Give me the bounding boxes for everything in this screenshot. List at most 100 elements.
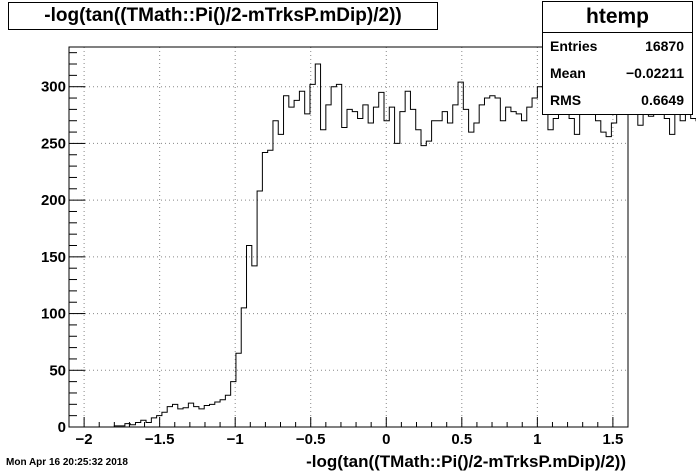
histogram-bin <box>326 105 331 427</box>
histogram-bin <box>654 109 659 427</box>
histogram-bin <box>315 64 320 427</box>
histogram-bin <box>257 191 262 427</box>
histogram-bin <box>659 114 664 427</box>
histogram-bin <box>410 109 415 427</box>
histogram-bin <box>379 92 384 427</box>
x-tick-label: −0.5 <box>296 431 326 448</box>
histogram-bin <box>617 107 622 427</box>
histogram-bin <box>273 121 278 427</box>
histogram-bin <box>432 121 437 427</box>
histogram-bin <box>299 91 304 427</box>
histogram-bin <box>548 130 553 427</box>
histogram-bin <box>141 420 146 427</box>
histogram-bin <box>484 98 489 427</box>
histogram-bin <box>199 409 204 427</box>
histogram-bin <box>543 91 548 427</box>
histogram-bin <box>606 137 611 427</box>
x-tick-label: 1 <box>533 431 541 448</box>
x-tick-label: −1 <box>227 431 244 448</box>
x-tick-label: −1.5 <box>145 431 175 448</box>
stats-row-mean: Mean −0.02211 <box>543 60 692 87</box>
histogram-bin <box>373 107 378 427</box>
histogram-bin <box>268 150 273 427</box>
histogram-bin <box>368 123 373 427</box>
histogram-bin <box>500 121 505 427</box>
histogram-bin <box>469 132 474 427</box>
stats-value: −0.02211 <box>625 65 684 81</box>
histogram-bin <box>495 98 500 427</box>
histogram-bin <box>395 143 400 427</box>
histogram-bin <box>241 308 246 427</box>
y-tick-label: 300 <box>41 79 66 96</box>
histogram-bin <box>342 128 347 427</box>
histogram-bin <box>643 114 648 427</box>
histogram-bin <box>183 408 188 427</box>
histogram-bin <box>426 141 431 427</box>
histogram-bin <box>553 118 558 427</box>
histogram-bin <box>416 130 421 427</box>
y-tick-label: 200 <box>41 192 66 209</box>
histogram-outline <box>113 63 696 427</box>
histogram-bin <box>638 125 643 427</box>
histogram-bin <box>225 395 230 427</box>
histogram-bin <box>167 407 172 427</box>
histogram-bin <box>358 118 363 427</box>
histogram-bin <box>178 409 183 427</box>
histogram-bin <box>564 109 569 427</box>
histogram-bin <box>580 98 585 427</box>
stats-value: 0.6649 <box>641 92 684 108</box>
histogram-bin <box>151 418 156 427</box>
histogram-bin <box>569 118 574 427</box>
stats-label: Entries <box>550 38 598 54</box>
histogram-bin <box>363 105 368 427</box>
stats-label: RMS <box>550 92 582 108</box>
stats-row-entries: Entries 16870 <box>543 33 692 60</box>
stats-value: 16870 <box>645 38 684 54</box>
histogram-bin <box>506 107 511 427</box>
histogram-bin <box>284 96 289 427</box>
plot-frame <box>68 46 629 428</box>
histogram-bin <box>400 112 405 427</box>
histogram-bin <box>437 121 442 427</box>
histogram-bin <box>601 132 606 427</box>
x-tick-label: 0 <box>382 431 390 448</box>
histogram-bin <box>347 109 352 427</box>
histogram-bin <box>490 96 495 427</box>
histogram-bin <box>559 114 564 427</box>
stats-box: htemp Entries 16870 Mean −0.02211 RMS 0.… <box>542 1 693 115</box>
histogram-bin <box>585 112 590 427</box>
histogram-bin <box>516 114 521 427</box>
histogram-bin <box>590 92 595 427</box>
histogram-bin <box>527 107 532 427</box>
stats-row-rms: RMS 0.6649 <box>543 87 692 114</box>
x-axis-title: -log(tan((TMath::Pi()/2-mTrksP.mDip)/2)) <box>306 452 626 471</box>
histogram-bin <box>336 84 341 427</box>
histogram-bin <box>675 107 680 427</box>
histogram-bin <box>532 98 537 427</box>
histogram-bin <box>215 402 220 427</box>
histogram-bin <box>220 400 225 427</box>
histogram-bin <box>633 112 638 427</box>
histogram-bin <box>194 407 199 427</box>
histogram-bin <box>247 246 252 427</box>
histogram-bin <box>447 123 452 427</box>
x-axis: −2 −1.5 −1 −0.5 0 0.5 1 1.5 <box>68 417 629 448</box>
histogram-bin <box>405 91 410 427</box>
y-tick-label: 100 <box>41 306 66 323</box>
stats-name: htemp <box>543 2 692 33</box>
histogram-bin <box>294 100 299 427</box>
histogram-bin <box>511 112 516 427</box>
histogram-bin <box>463 109 468 427</box>
histogram-bin <box>188 403 193 427</box>
x-tick-label: 0.5 <box>451 431 472 448</box>
histogram-bin <box>648 116 653 427</box>
histogram-bin <box>252 266 257 427</box>
histogram-bin <box>389 107 394 427</box>
histogram-bin <box>262 152 267 427</box>
histogram-bin <box>236 353 241 427</box>
histogram-bin <box>664 118 669 427</box>
histogram-bin <box>521 121 526 427</box>
histogram-bin <box>135 422 140 427</box>
y-axis: 0 50 100 150 200 250 300 <box>41 52 85 436</box>
